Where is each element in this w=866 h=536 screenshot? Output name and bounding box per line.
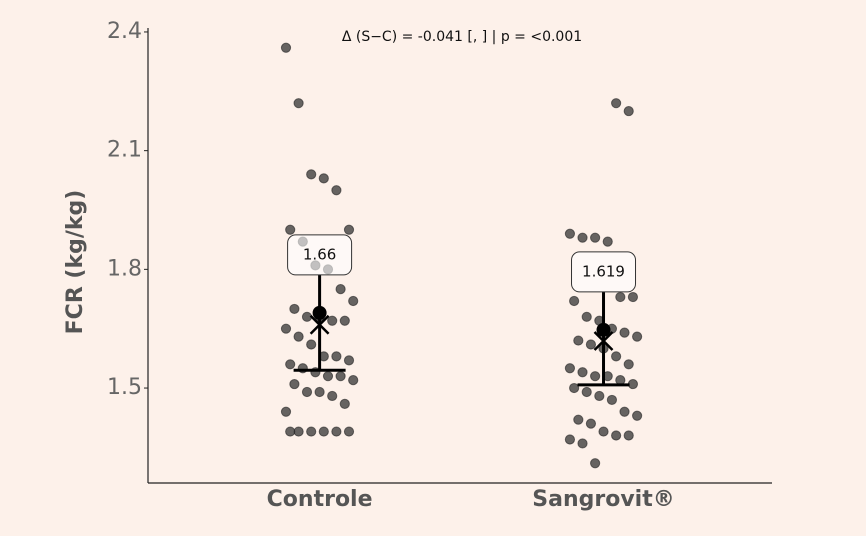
data-point xyxy=(577,367,588,378)
mean-cross xyxy=(309,314,330,335)
summary-dot xyxy=(596,322,611,337)
data-point xyxy=(598,426,609,437)
y-tick-label: 1.8 xyxy=(107,256,142,281)
value-label-box xyxy=(287,234,353,276)
x-tick-label: Sangrovit® xyxy=(532,487,674,512)
data-point xyxy=(569,382,580,394)
data-point xyxy=(327,315,338,326)
y-tick-label: 2.4 xyxy=(107,19,142,44)
data-point xyxy=(331,351,342,362)
value-label: 1.66 xyxy=(303,245,336,263)
data-point xyxy=(627,291,639,303)
data-point xyxy=(301,386,313,398)
data-point xyxy=(339,398,350,409)
summary-dot xyxy=(312,305,327,320)
x-tick-label: Controle xyxy=(267,487,373,512)
data-point xyxy=(577,438,588,449)
data-point xyxy=(627,378,639,390)
data-point xyxy=(318,426,329,437)
data-point xyxy=(585,418,597,429)
data-point xyxy=(348,375,359,386)
data-point xyxy=(343,224,355,235)
data-point xyxy=(306,339,317,350)
data-point xyxy=(289,378,300,390)
data-point xyxy=(590,371,601,382)
data-point xyxy=(619,327,630,338)
data-point xyxy=(318,173,329,184)
data-point xyxy=(564,228,576,239)
data-point xyxy=(280,42,292,53)
data-point xyxy=(623,359,634,370)
data-point xyxy=(335,284,346,295)
data-point xyxy=(615,375,626,386)
annotation: Δ (S−C) = -0.041 [, ] | p = <0.001 xyxy=(342,29,582,45)
data-point xyxy=(611,98,622,109)
data-point xyxy=(289,303,300,315)
data-point xyxy=(619,406,630,417)
data-point xyxy=(590,232,601,243)
data-point xyxy=(581,386,592,398)
data-point xyxy=(581,311,592,322)
data-point xyxy=(585,339,597,350)
data-point xyxy=(623,430,634,441)
data-point xyxy=(293,98,304,109)
value-label: 1.619 xyxy=(582,262,625,280)
data-point xyxy=(573,414,584,425)
data-point xyxy=(602,236,613,247)
data-point xyxy=(280,323,292,334)
data-point xyxy=(343,426,355,437)
data-point xyxy=(306,169,317,180)
data-point xyxy=(331,185,342,196)
data-point xyxy=(285,426,296,437)
data-point xyxy=(606,394,618,406)
data-point xyxy=(623,105,634,117)
data-point xyxy=(285,224,296,235)
value-label-box xyxy=(571,251,637,293)
data-point xyxy=(339,315,350,326)
data-point xyxy=(632,410,643,421)
data-point xyxy=(285,359,296,370)
data-point xyxy=(569,295,580,307)
data-point xyxy=(611,351,622,362)
data-point xyxy=(594,390,605,402)
mean-cross xyxy=(593,331,614,351)
data-point xyxy=(327,390,338,402)
data-point xyxy=(335,371,346,382)
data-point xyxy=(322,371,334,382)
data-point xyxy=(348,295,359,307)
data-point xyxy=(615,291,626,303)
data-point xyxy=(577,232,588,243)
data-point xyxy=(293,426,304,437)
data-point xyxy=(314,386,325,398)
y-tick-label: 2.1 xyxy=(107,138,142,163)
data-point xyxy=(590,458,601,469)
data-point xyxy=(280,406,292,417)
y-axis-label: FCR (kg/kg) xyxy=(63,190,88,335)
data-point xyxy=(306,426,317,437)
data-point xyxy=(632,331,643,342)
data-point xyxy=(611,430,622,441)
data-point xyxy=(331,426,342,437)
y-tick-label: 1.5 xyxy=(107,375,142,400)
data-point xyxy=(343,355,355,366)
data-point xyxy=(564,363,576,374)
data-point xyxy=(564,434,576,445)
data-point xyxy=(293,331,304,342)
data-point xyxy=(573,335,584,346)
